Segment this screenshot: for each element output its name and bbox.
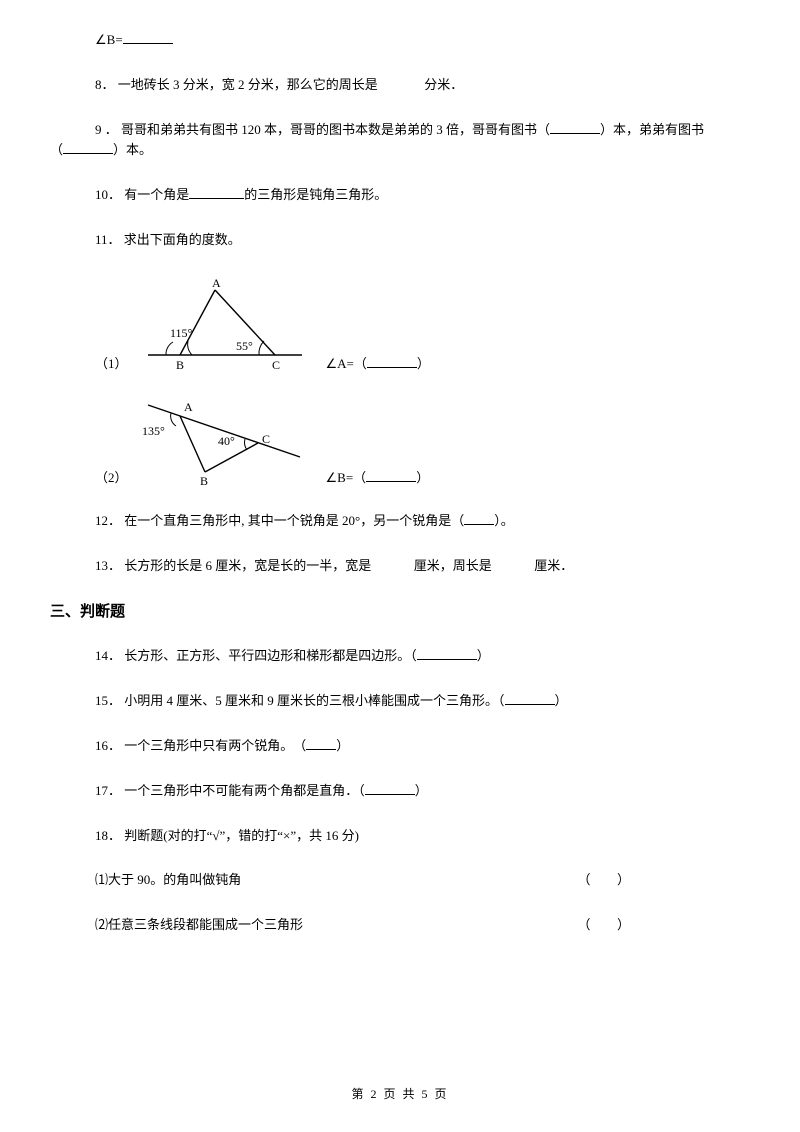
- question-pre: ∠B=: [50, 30, 750, 51]
- svg-text:C: C: [262, 432, 270, 446]
- q14-num: 14．: [95, 648, 121, 663]
- q18-2-pr: ）: [617, 917, 630, 932]
- q11-num: 11．: [95, 232, 121, 247]
- diag2-ans-pre: ∠B=（: [326, 470, 367, 485]
- q18-1-text: ⑴大于 90。的角叫做钝角: [95, 870, 241, 891]
- q9-b: ）本，弟弟有图书: [600, 122, 704, 137]
- q17-num: 17．: [95, 783, 121, 798]
- q8-a: 一地砖长 3 分米，宽 2 分米，那么它的周长是: [118, 77, 378, 92]
- question-13: 13． 长方形的长是 6 厘米，宽是长的一半，宽是 厘米，周长是 厘米．: [50, 556, 750, 577]
- svg-text:A: A: [184, 400, 193, 414]
- triangle-diagram-1: A B C 115° 55°: [140, 275, 310, 375]
- question-15: 15． 小明用 4 厘米、5 厘米和 9 厘米长的三根小棒能围成一个三角形。（ ）: [50, 691, 750, 712]
- q9-num: 9 ．: [95, 122, 118, 137]
- q9-d: ）本。: [113, 142, 152, 157]
- question-10: 10． 有一个角是 的三角形是钝角三角形。: [50, 185, 750, 206]
- diag2-answer: ∠B=（ ）: [326, 468, 430, 489]
- q11-text: 求出下面角的度数。: [124, 232, 241, 247]
- q10-num: 10．: [95, 187, 121, 202]
- blank: [505, 691, 555, 705]
- svg-text:A: A: [212, 276, 221, 290]
- question-18-2: ⑵任意三条线段都能围成一个三角形 （ ）: [50, 915, 750, 936]
- q8-num: 8．: [95, 77, 115, 92]
- q15-b: ）: [555, 693, 568, 708]
- question-18: 18． 判断题(对的打“√”，错的打“×”，共 16 分): [50, 826, 750, 847]
- diag1-label: （1）: [95, 354, 128, 375]
- q8-b: 分米．: [424, 77, 463, 92]
- q18-2-pl: （: [577, 917, 590, 932]
- q12-num: 12．: [95, 513, 121, 528]
- q13-num: 13．: [95, 558, 121, 573]
- blank: [123, 30, 173, 44]
- triangle-diagram-2: A B C 135° 40°: [140, 397, 310, 489]
- question-16: 16． 一个三角形中只有两个锐角。 （ ）: [50, 736, 750, 757]
- q9-c: （: [50, 142, 63, 157]
- q-pre-text: ∠B=: [95, 32, 123, 47]
- q14-b: ）: [477, 648, 490, 663]
- blank: [63, 140, 113, 154]
- question-14: 14． 长方形、正方形、平行四边形和梯形都是四边形。（ ）: [50, 646, 750, 667]
- q14-a: 长方形、正方形、平行四边形和梯形都是四边形。（: [124, 648, 417, 663]
- q16-a: 一个三角形中只有两个锐角。 （: [124, 738, 306, 753]
- q18-1-pr: ）: [617, 872, 630, 887]
- svg-text:135°: 135°: [142, 424, 165, 438]
- question-18-1: ⑴大于 90。的角叫做钝角 （ ）: [50, 870, 750, 891]
- diag1-ans-suf: ）: [417, 356, 430, 371]
- q15-num: 15．: [95, 693, 121, 708]
- blank: [189, 185, 244, 199]
- diagram-2-row: （2） A B C 135° 40° ∠B=（ ）: [50, 397, 750, 489]
- diag2-label: （2）: [95, 468, 128, 489]
- svg-text:C: C: [272, 358, 280, 372]
- q13-a: 长方形的长是 6 厘米，宽是长的一半，宽是: [124, 558, 371, 573]
- q12-a: 在一个直角三角形中, 其中一个锐角是 20°，另一个锐角是（: [124, 513, 464, 528]
- page-footer: 第 2 页 共 5 页: [0, 1085, 800, 1104]
- q13-b: 厘米，周长是: [414, 558, 492, 573]
- blank: [464, 511, 494, 525]
- section-3-heading: 三、判断题: [50, 600, 750, 624]
- question-12: 12． 在一个直角三角形中, 其中一个锐角是 20°，另一个锐角是（ ）。: [50, 511, 750, 532]
- q18-2-text: ⑵任意三条线段都能围成一个三角形: [95, 915, 303, 936]
- blank: [306, 736, 336, 750]
- q10-b: 的三角形是钝角三角形。: [244, 187, 387, 202]
- question-11: 11． 求出下面角的度数。: [50, 230, 750, 251]
- blank: [417, 646, 477, 660]
- diag1-answer: ∠A=（ ）: [326, 354, 430, 375]
- diag2-ans-suf: ）: [416, 470, 429, 485]
- q18-1-pl: （: [577, 872, 590, 887]
- svg-text:55°: 55°: [236, 339, 253, 353]
- q18-text: 判断题(对的打“√”，错的打“×”，共 16 分): [124, 828, 359, 843]
- q9-a: 哥哥和弟弟共有图书 120 本，哥哥的图书本数是弟弟的 3 倍，哥哥有图书（: [121, 122, 550, 137]
- svg-text:B: B: [176, 358, 184, 372]
- question-8: 8． 一地砖长 3 分米，宽 2 分米，那么它的周长是 分米．: [50, 75, 750, 96]
- q15-a: 小明用 4 厘米、5 厘米和 9 厘米长的三根小棒能围成一个三角形。（: [124, 693, 504, 708]
- q16-b: ）: [336, 738, 349, 753]
- blank: [367, 354, 417, 368]
- svg-text:40°: 40°: [218, 434, 235, 448]
- diag1-ans-pre: ∠A=（: [326, 356, 367, 371]
- question-17: 17． 一个三角形中不可能有两个角都是直角．（ ）: [50, 781, 750, 802]
- svg-text:115°: 115°: [170, 326, 193, 340]
- blank: [366, 468, 416, 482]
- diagram-1-row: （1） A B C 115° 55° ∠A=（ ）: [50, 275, 750, 375]
- svg-text:B: B: [200, 474, 208, 488]
- q13-c: 厘米．: [534, 558, 573, 573]
- blank: [550, 120, 600, 134]
- blank: [365, 781, 415, 795]
- q10-a: 有一个角是: [124, 187, 189, 202]
- q18-num: 18．: [95, 828, 121, 843]
- question-9: 9 ． 哥哥和弟弟共有图书 120 本，哥哥的图书本数是弟弟的 3 倍，哥哥有图…: [50, 120, 750, 162]
- q16-num: 16．: [95, 738, 121, 753]
- q12-b: ）。: [494, 513, 514, 528]
- q17-b: ）: [415, 783, 428, 798]
- q17-a: 一个三角形中不可能有两个角都是直角．（: [124, 783, 365, 798]
